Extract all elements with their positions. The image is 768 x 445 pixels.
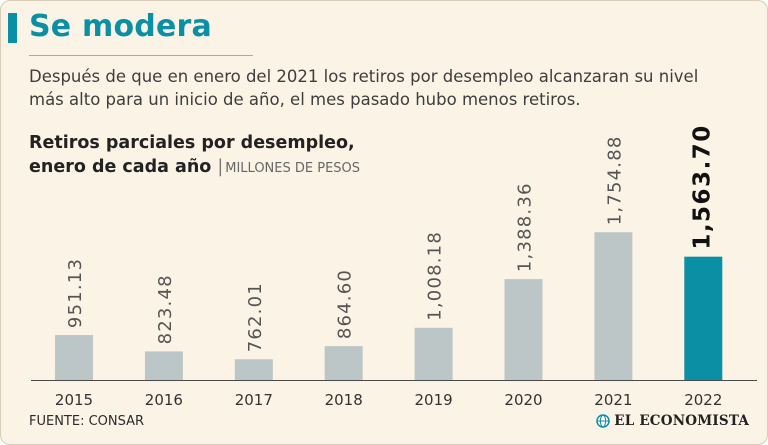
bar-2022 <box>684 256 723 380</box>
subtitle-line-1: Después de que en enero del 2021 los ret… <box>29 67 699 86</box>
title-accent-bar <box>8 13 17 43</box>
value-label-2020: 1,388.36 <box>515 182 536 272</box>
bar-2017 <box>234 359 273 380</box>
chart-title: Retiros parciales por desempleo, enero d… <box>29 131 360 181</box>
tick-label-2020: 2020 <box>504 391 542 409</box>
brand-name: EL ECONOMISTA <box>614 413 749 429</box>
value-label-2022: 1,563.70 <box>689 124 715 250</box>
value-label-2021: 1,754.88 <box>604 135 625 225</box>
chart-title-line-2-wrap: enero de cada año | MILLONES DE PESOS <box>29 155 360 181</box>
bar-2019 <box>414 327 453 380</box>
bar-2020 <box>504 279 543 380</box>
tick-label-2018: 2018 <box>325 391 363 409</box>
bar-2018 <box>324 346 363 380</box>
value-label-2018: 864.60 <box>335 269 356 339</box>
bar-2021 <box>594 232 633 380</box>
value-label-2015: 951.13 <box>65 258 86 328</box>
tick-label-2016: 2016 <box>145 391 183 409</box>
tick-label-2017: 2017 <box>235 391 273 409</box>
source-note: FUENTE: CONSAR <box>29 414 145 429</box>
globe-logo-icon <box>596 414 610 428</box>
value-label-2017: 762.01 <box>245 282 266 352</box>
tick-label-2022: 2022 <box>684 391 722 409</box>
chart-unit-label: MILLONES DE PESOS <box>225 161 361 176</box>
chart-title-line-1: Retiros parciales por desempleo, <box>29 133 355 153</box>
tick-label-2021: 2021 <box>594 391 632 409</box>
value-label-2016: 823.48 <box>155 274 176 344</box>
headline-rule <box>29 55 253 56</box>
brand: EL ECONOMISTA <box>596 413 749 429</box>
value-label-2019: 1,008.18 <box>425 231 446 321</box>
subtitle: Después de que en enero del 2021 los ret… <box>29 65 759 111</box>
headline: Se modera <box>29 9 212 44</box>
tick-label-2015: 2015 <box>55 391 93 409</box>
subtitle-line-2: más alto para un inicio de año, el mes p… <box>29 90 581 109</box>
tick-label-2019: 2019 <box>415 391 453 409</box>
bar-2015 <box>55 335 93 380</box>
chart-title-separator: | <box>217 157 224 177</box>
bar-2016 <box>144 351 183 380</box>
chart-title-line-2: enero de cada año <box>29 157 212 177</box>
